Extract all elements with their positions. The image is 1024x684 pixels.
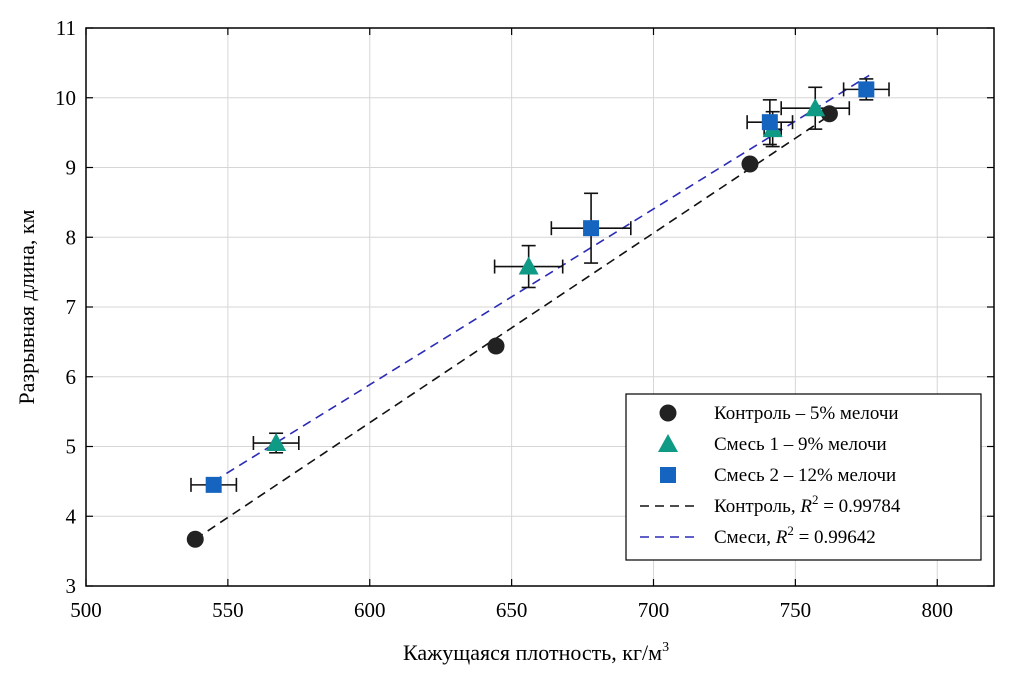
data-point-square (761, 114, 778, 131)
y-tick-label: 5 (66, 435, 77, 459)
fit-lines (194, 74, 870, 540)
data-points (186, 81, 875, 548)
legend-label: Смесь 1 – 9% мелочи (714, 434, 887, 455)
fit-line (213, 74, 870, 483)
legend-marker-circle (659, 404, 677, 422)
data-point-circle (186, 530, 204, 548)
legend-label: Смеси, R2 = 0.99642 (714, 523, 876, 548)
y-axis-label: Разрывная длина, км (14, 209, 39, 404)
legend-marker-triangle (658, 434, 678, 452)
data-point-triangle (805, 98, 826, 117)
data-point-square (858, 81, 875, 98)
y-tick-label: 4 (66, 504, 77, 528)
y-tick-label: 7 (66, 295, 77, 319)
x-tick-label: 550 (212, 598, 244, 622)
axis-ticks: 500 550 600 650 700 750 800 3 4 5 6 7 8 9 10 11 (55, 16, 994, 622)
y-tick-label: 8 (66, 225, 77, 249)
legend-marker-square (660, 467, 676, 483)
x-tick-label: 650 (496, 598, 528, 622)
x-axis-label-exponent: 3 (662, 640, 669, 655)
y-tick-label: 10 (55, 86, 76, 110)
x-tick-label: 500 (70, 598, 102, 622)
data-point-circle (487, 337, 505, 355)
data-point-triangle (518, 256, 539, 275)
legend-box (625, 393, 982, 561)
fit-line (194, 111, 836, 540)
x-tick-label: 800 (922, 598, 954, 622)
legend-label: Смесь 2 – 12% мелочи (714, 465, 896, 486)
data-point-square (205, 476, 222, 493)
legend-label: Контроль, R2 = 0.99784 (714, 492, 901, 517)
x-axis-label: Кажущаяся плотность, кг/м3 (403, 640, 669, 665)
data-point-circle (820, 105, 838, 123)
legend-items: Контроль – 5% мелочи Смесь 1 – 9% мелочи С… (640, 403, 901, 548)
y-tick-label: 6 (66, 365, 77, 389)
x-tick-label: 600 (354, 598, 386, 622)
y-tick-label: 11 (56, 16, 76, 40)
legend-label: Контроль – 5% мелочи (714, 403, 899, 424)
legend: Контроль – 5% мелочи Смесь 1 – 9% мелочи С… (625, 393, 982, 561)
y-tick-label: 3 (66, 574, 77, 598)
data-point-square (583, 220, 600, 237)
x-tick-label: 750 (780, 598, 812, 622)
data-point-triangle (266, 433, 287, 452)
y-tick-label: 9 (66, 156, 77, 180)
data-point-circle (741, 155, 759, 173)
x-tick-label: 700 (638, 598, 670, 622)
